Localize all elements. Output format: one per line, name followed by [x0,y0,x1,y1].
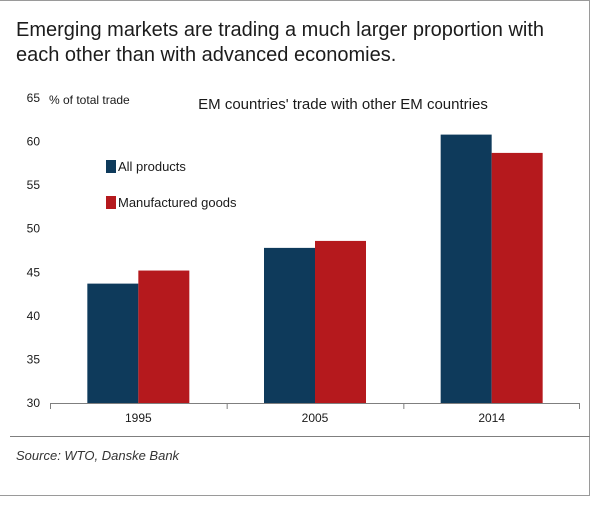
y-tick-label: 35 [27,352,41,366]
y-tick-label: 55 [27,178,41,192]
y-tick-label: 50 [27,222,41,236]
x-tick-label: 2014 [478,411,505,425]
y-axis-label: % of total trade [49,93,130,107]
figure-frame [0,0,590,496]
bar-all-products-2005 [264,247,315,403]
y-tick-label: 65 [27,91,41,105]
x-tick-label: 1995 [125,411,152,425]
legend-swatch-manufactured-goods [106,196,116,209]
legend-swatch-all-products [106,160,116,173]
bar-manufactured-goods-2014 [491,152,543,403]
y-tick-label: 40 [27,309,41,323]
y-tick-label: 60 [27,135,41,149]
chart-title: EM countries' trade with other EM countr… [198,96,488,113]
bar-all-products-1995 [87,283,139,403]
source-divider [10,436,590,437]
headline: Emerging markets are trading a much larg… [16,19,545,66]
bar-chart: EM countries' trade with other EM countr… [27,91,580,425]
bar-manufactured-goods-2005 [315,240,366,403]
x-tick-label: 2005 [302,411,329,425]
y-tick-label: 45 [27,265,41,279]
legend-label-manufactured-goods: Manufactured goods [118,195,237,210]
bar-manufactured-goods-1995 [138,270,190,403]
source-note: Source: WTO, Danske Bank [16,448,180,463]
legend-label-all-products: All products [118,159,186,174]
y-tick-label: 30 [27,396,41,410]
bar-all-products-2014 [440,134,492,403]
